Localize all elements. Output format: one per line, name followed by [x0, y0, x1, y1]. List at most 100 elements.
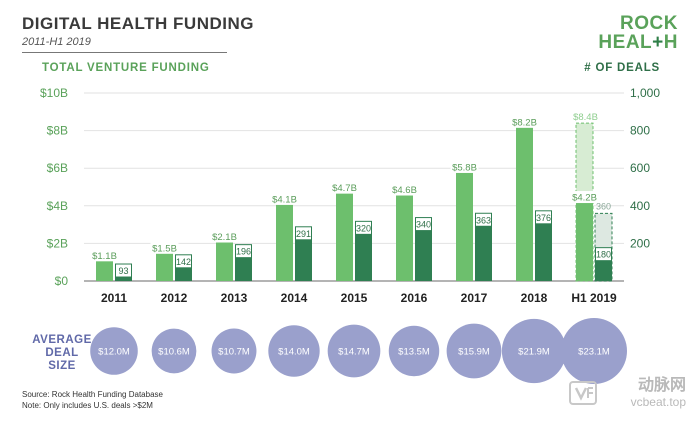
funding-bar	[276, 203, 293, 281]
avg-deal-label: $15.9M	[458, 347, 490, 358]
right-tick-label: 200	[630, 236, 650, 250]
funding-bar	[516, 126, 533, 281]
right-tick-label: 800	[630, 124, 650, 138]
funding-value-label: $8.2B	[512, 117, 537, 128]
avg-deal-label: $12.0M	[98, 347, 130, 358]
category-label: 2012	[161, 291, 188, 305]
deals-value-label: 142	[176, 257, 191, 267]
deals-label-bg	[476, 213, 491, 226]
left-tick-label: $10B	[40, 86, 68, 100]
avg-deal-bubble	[446, 323, 502, 379]
avg-label-line3: SIZE	[48, 360, 76, 372]
left-tick-label: $2B	[47, 236, 68, 250]
category-label: 2015	[341, 291, 368, 305]
funding-value-label: $4.6B	[392, 185, 417, 196]
deals-label-bg	[116, 264, 131, 277]
projected-funding-label-bg	[574, 110, 597, 123]
category-label: 2011	[101, 291, 127, 305]
watermark-text: 动脉网	[637, 377, 686, 394]
deals-label-bg	[536, 211, 551, 224]
avg-deal-bubble	[501, 318, 567, 384]
logo-cross: +	[652, 32, 664, 53]
deals-value-label: 196	[236, 247, 251, 257]
funding-label-bg	[450, 160, 479, 173]
right-axis-title: # OF DEALS	[584, 62, 660, 74]
deals-label-bg	[176, 255, 191, 268]
watermark-logo-icon	[569, 381, 597, 405]
deals-label-bg	[416, 218, 431, 231]
avg-deal-bubble	[151, 328, 197, 374]
deals-value-label: 291	[296, 229, 311, 239]
funding-label-bg	[90, 249, 119, 262]
avg-deal-bubble	[561, 318, 627, 384]
funding-label-bg	[510, 115, 539, 128]
source-text: Source: Rock Health Funding Database	[22, 390, 163, 399]
funding-value-label: $4.2B	[572, 193, 597, 204]
avg-deal-label: $21.9M	[518, 347, 550, 358]
funding-value-label: $1.5B	[152, 243, 177, 254]
deals-label-bg	[236, 245, 251, 258]
avg-deal-label: $13.5M	[398, 347, 430, 358]
funding-bar	[96, 260, 113, 281]
funding-value-label: $4.1B	[272, 194, 297, 205]
category-label: 2014	[281, 291, 308, 305]
right-tick-label: 600	[630, 161, 650, 175]
deals-label-bg	[296, 227, 311, 240]
deals-bar	[355, 220, 372, 281]
funding-value-label: $2.1B	[212, 232, 237, 243]
watermark-url: vcbeat.top	[630, 395, 686, 409]
avg-deal-label: $14.0M	[278, 347, 310, 358]
avg-deal-label: $10.6M	[158, 347, 190, 358]
avg-label-line1: AVERAGE	[32, 334, 92, 346]
projected-deals-label: 360	[596, 201, 611, 211]
logo-bottom-b: H	[663, 32, 678, 53]
avg-deal-label: $23.1M	[578, 347, 610, 358]
projected-funding-label: $8.4B	[573, 112, 598, 123]
category-label: 2013	[221, 291, 248, 305]
funding-value-label: $4.7B	[332, 183, 357, 194]
deals-value-label: 93	[118, 266, 128, 276]
deals-value-label: 320	[356, 223, 371, 233]
avg-deal-bubble	[211, 328, 257, 374]
left-axis-title: TOTAL VENTURE FUNDING	[42, 62, 210, 74]
right-tick-label: 400	[630, 199, 650, 213]
avg-deal-label: $14.7M	[338, 347, 370, 358]
deals-bar	[475, 212, 492, 281]
funding-bar	[576, 202, 593, 281]
avg-deal-bubble	[268, 325, 320, 377]
funding-label-bg	[270, 192, 299, 205]
funding-label-bg	[390, 183, 419, 196]
avg-deal-label: $10.7M	[218, 347, 250, 358]
watermark: 动脉网 vcbeat.top	[631, 377, 686, 411]
funding-label-bg	[150, 241, 179, 254]
right-tick-label: 1,000	[630, 86, 660, 100]
deals-value-label: 376	[536, 213, 551, 223]
chart-subtitle: 2011-H1 2019	[22, 36, 91, 48]
chart-title: DIGITAL HEALTH FUNDING	[22, 14, 254, 33]
left-tick-label: $4B	[47, 199, 68, 213]
category-label: 2016	[401, 291, 428, 305]
funding-bar	[456, 171, 473, 281]
funding-value-label: $1.1B	[92, 251, 117, 262]
rock-health-logo: ROCK HEAL+H	[598, 14, 678, 52]
avg-deal-bubble	[388, 325, 440, 377]
left-tick-label: $0	[55, 274, 69, 288]
deals-bar	[415, 217, 432, 281]
funding-bar	[156, 252, 173, 281]
deals-label-bg	[356, 221, 371, 234]
average-deal-size-label: AVERAGE DEAL SIZE	[30, 334, 94, 373]
category-label: H1 2019	[571, 291, 617, 305]
funding-bar	[336, 192, 353, 281]
logo-bottom-a: HEAL	[598, 32, 653, 53]
funding-bar	[396, 194, 413, 281]
category-label: 2017	[461, 291, 488, 305]
note-text: Note: Only includes U.S. deals >$2M	[22, 401, 153, 410]
title-divider	[22, 52, 227, 53]
logo-bottom-text: HEAL+H	[598, 33, 678, 52]
funding-label-bg	[330, 181, 359, 194]
deals-value-label: 340	[416, 220, 431, 230]
left-tick-label: $6B	[47, 161, 68, 175]
logo-top-text: ROCK	[620, 13, 678, 34]
deals-bar	[295, 226, 312, 281]
